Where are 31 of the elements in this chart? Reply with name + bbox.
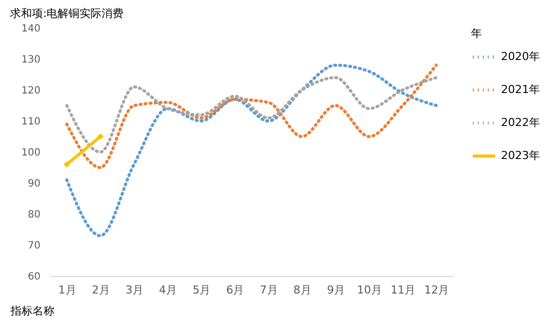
y-tick-label: 120 xyxy=(21,86,40,96)
y-tick-label: 100 xyxy=(21,148,40,158)
line-series xyxy=(65,64,438,169)
y-tick-label: 80 xyxy=(28,210,40,220)
x-axis-title: 指标名称 xyxy=(10,304,54,318)
x-tick-label: 3月 xyxy=(125,284,144,296)
x-tick-label: 5月 xyxy=(192,284,211,296)
legend-title: 年 xyxy=(471,27,482,40)
x-tick-label: 12月 xyxy=(424,284,450,296)
x-tick-label: 9月 xyxy=(326,284,345,296)
chart-title: 求和项:电解铜实际消费 xyxy=(10,7,124,20)
line-series xyxy=(65,64,438,238)
x-tick-label: 11月 xyxy=(390,284,416,296)
x-tick-label: 7月 xyxy=(260,284,278,296)
y-tick-label: 60 xyxy=(28,272,40,282)
legend-label: 2020年 xyxy=(501,50,540,63)
line-series xyxy=(65,76,438,154)
legend-label: 2021年 xyxy=(501,83,540,96)
legend-label: 2022年 xyxy=(501,116,540,129)
y-tick-label: 110 xyxy=(21,116,40,128)
y-tick-label: 90 xyxy=(28,178,40,190)
y-tick-label: 130 xyxy=(21,54,40,66)
y-tick-label: 70 xyxy=(28,240,40,252)
legend-label: 2023年 xyxy=(501,149,540,162)
x-tick-label: 2月 xyxy=(92,284,110,296)
x-tick-label: 4月 xyxy=(159,284,178,296)
x-tick-label: 8月 xyxy=(293,284,312,296)
x-tick-label: 1月 xyxy=(58,284,76,296)
y-tick-label: 140 xyxy=(21,24,40,34)
x-tick-label: 6月 xyxy=(226,284,244,296)
x-tick-label: 10月 xyxy=(357,284,382,296)
